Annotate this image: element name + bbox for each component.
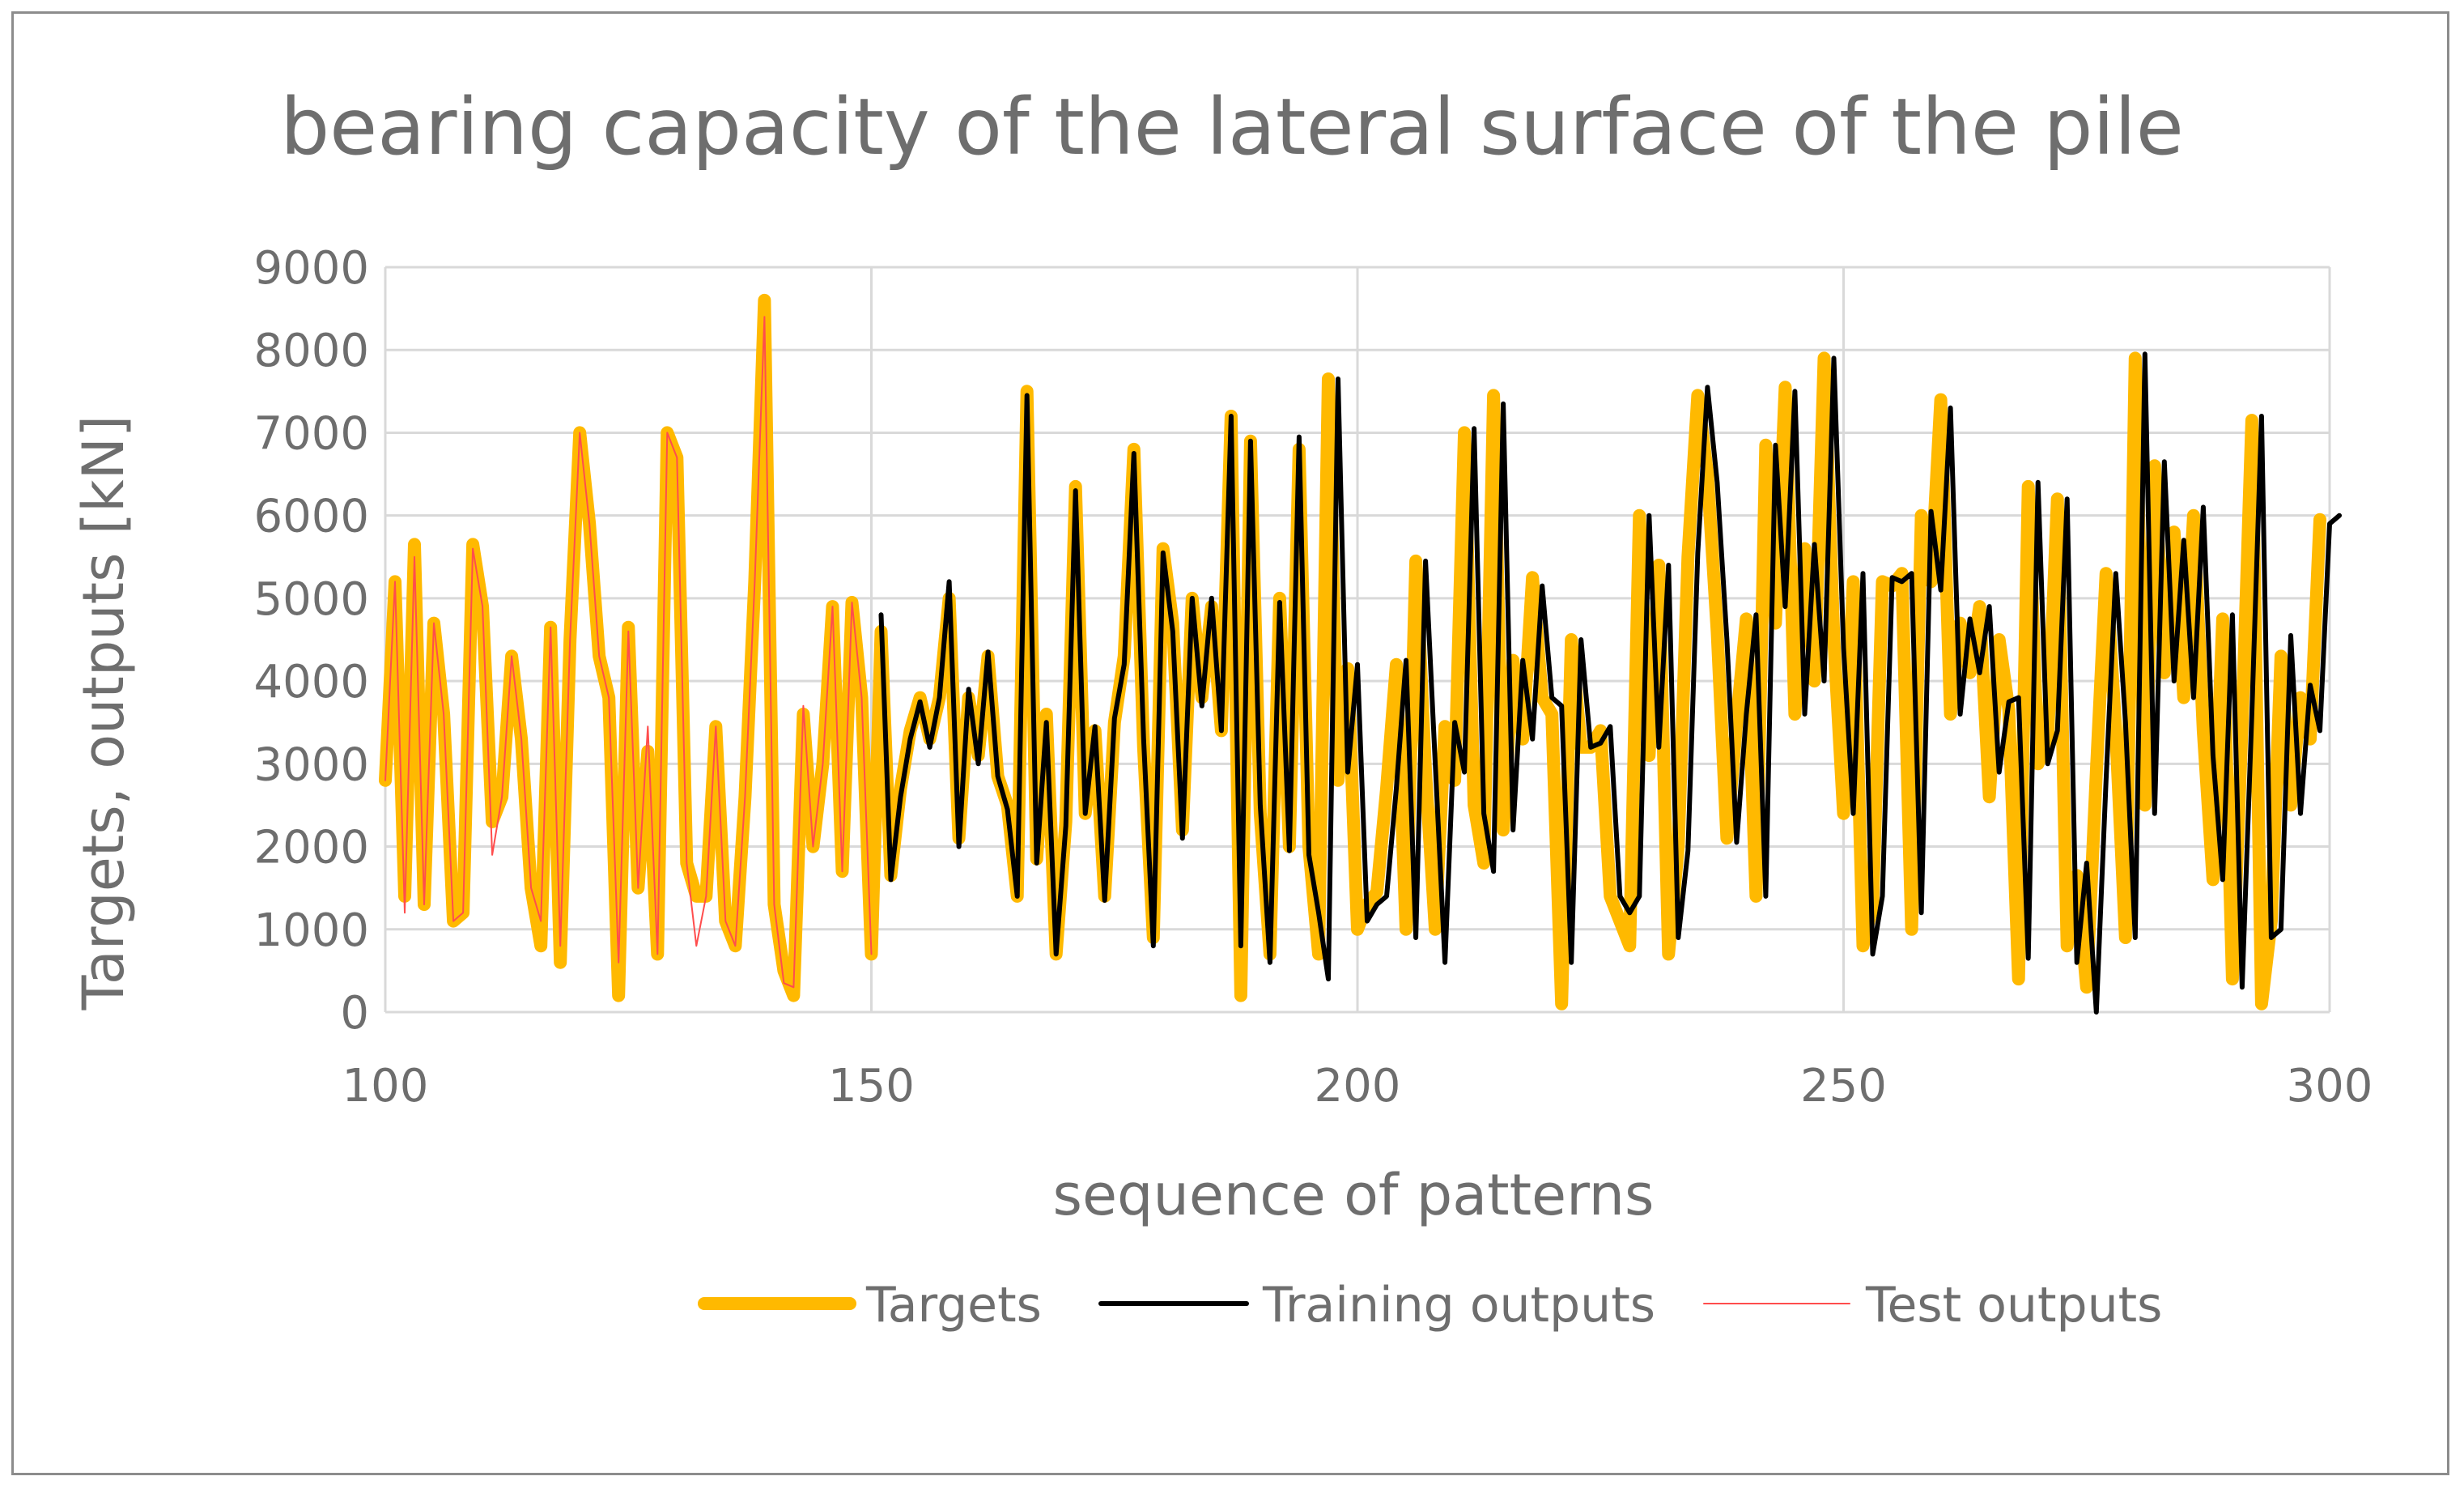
- legend-item-test-outputs-label: Test outputs: [1865, 1277, 2162, 1334]
- y-tick-label: 5000: [253, 573, 369, 626]
- x-tick-label: 300: [2287, 1060, 2373, 1112]
- y-tick-label: 2000: [253, 822, 369, 874]
- x-tick-label: 150: [828, 1060, 915, 1112]
- y-tick-label: 3000: [253, 738, 369, 791]
- x-tick-label: 200: [1315, 1060, 1401, 1112]
- test-outputs-line: [384, 316, 873, 989]
- y-tick-label: 6000: [253, 491, 369, 543]
- training-outputs-line: [878, 351, 2342, 1015]
- legend: Targets Training outputs Test outputs: [698, 1277, 2162, 1334]
- x-axis-title: sequence of patterns: [1053, 1162, 1655, 1228]
- series-lines: [379, 293, 2342, 1015]
- y-tick-label: 1000: [253, 904, 369, 957]
- y-tick-label: 0: [340, 987, 369, 1040]
- gridlines: [384, 266, 2331, 1014]
- x-tick-label: 250: [1800, 1060, 1887, 1112]
- y-tick-label: 8000: [253, 325, 369, 377]
- x-tick-labels: 100 150 200 250 300: [342, 1060, 2373, 1112]
- y-tick-label: 4000: [253, 656, 369, 708]
- y-tick-label: 7000: [253, 407, 369, 460]
- legend-item-training-outputs-label: Training outputs: [1262, 1277, 1655, 1334]
- x-tick-label: 100: [342, 1060, 429, 1112]
- y-axis-title: Targets, outputs [kN]: [70, 415, 137, 1011]
- chart-title: bearing capacity of the lateral surface …: [280, 82, 2184, 172]
- y-tick-labels: 0 1000 2000 3000 4000 5000 6000 7000 8000 9000: [253, 242, 369, 1040]
- legend-item-targets-label: Targets: [865, 1277, 1042, 1334]
- y-tick-label: 9000: [253, 242, 369, 295]
